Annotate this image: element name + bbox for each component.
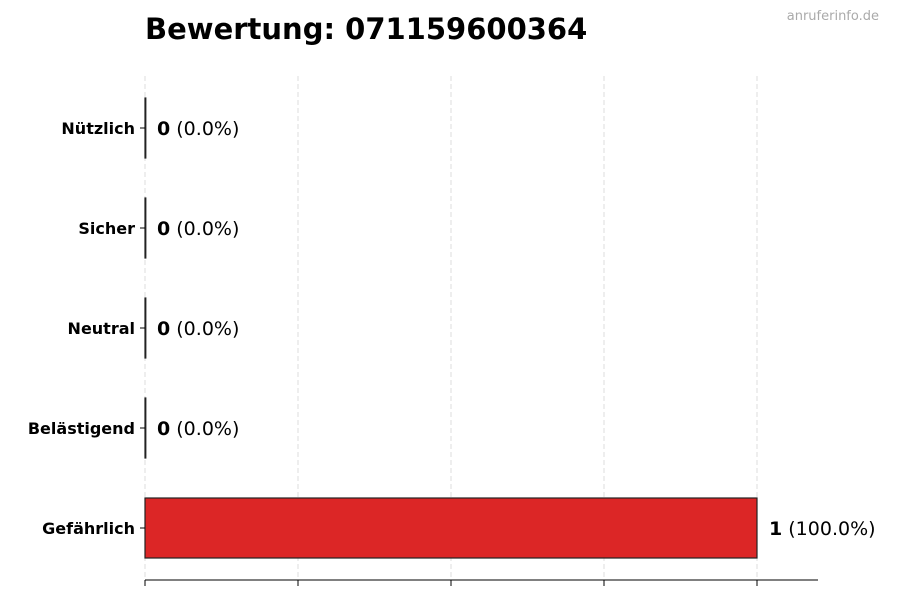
data-value: 0 [157, 118, 170, 140]
bar-1 [144, 197, 147, 259]
watermark: anruferinfo.de [786, 9, 879, 24]
data-label: 0 (0.0%) [157, 218, 239, 240]
data-percent: (100.0%) [782, 518, 875, 540]
data-value: 0 [157, 218, 170, 240]
data-label: 0 (0.0%) [157, 118, 239, 140]
category-label: Neutral [68, 319, 135, 338]
category-label: Nützlich [61, 119, 135, 138]
category-label: Gefährlich [42, 519, 135, 538]
category-label: Belästigend [28, 419, 135, 438]
data-value: 0 [157, 318, 170, 340]
data-label: 1 (100.0%) [769, 518, 876, 540]
data-percent: (0.0%) [170, 218, 239, 240]
data-value: 1 [769, 518, 782, 540]
chart-title: Bewertung: 071159600364 [145, 12, 588, 46]
bar-4 [144, 497, 758, 559]
bar-2 [144, 297, 147, 359]
data-percent: (0.0%) [170, 418, 239, 440]
data-label: 0 (0.0%) [157, 318, 239, 340]
data-value: 0 [157, 418, 170, 440]
bar-3 [144, 397, 147, 459]
data-percent: (0.0%) [170, 318, 239, 340]
bar-0 [144, 97, 147, 159]
data-percent: (0.0%) [170, 118, 239, 140]
category-label: Sicher [78, 219, 135, 238]
data-label: 0 (0.0%) [157, 418, 239, 440]
